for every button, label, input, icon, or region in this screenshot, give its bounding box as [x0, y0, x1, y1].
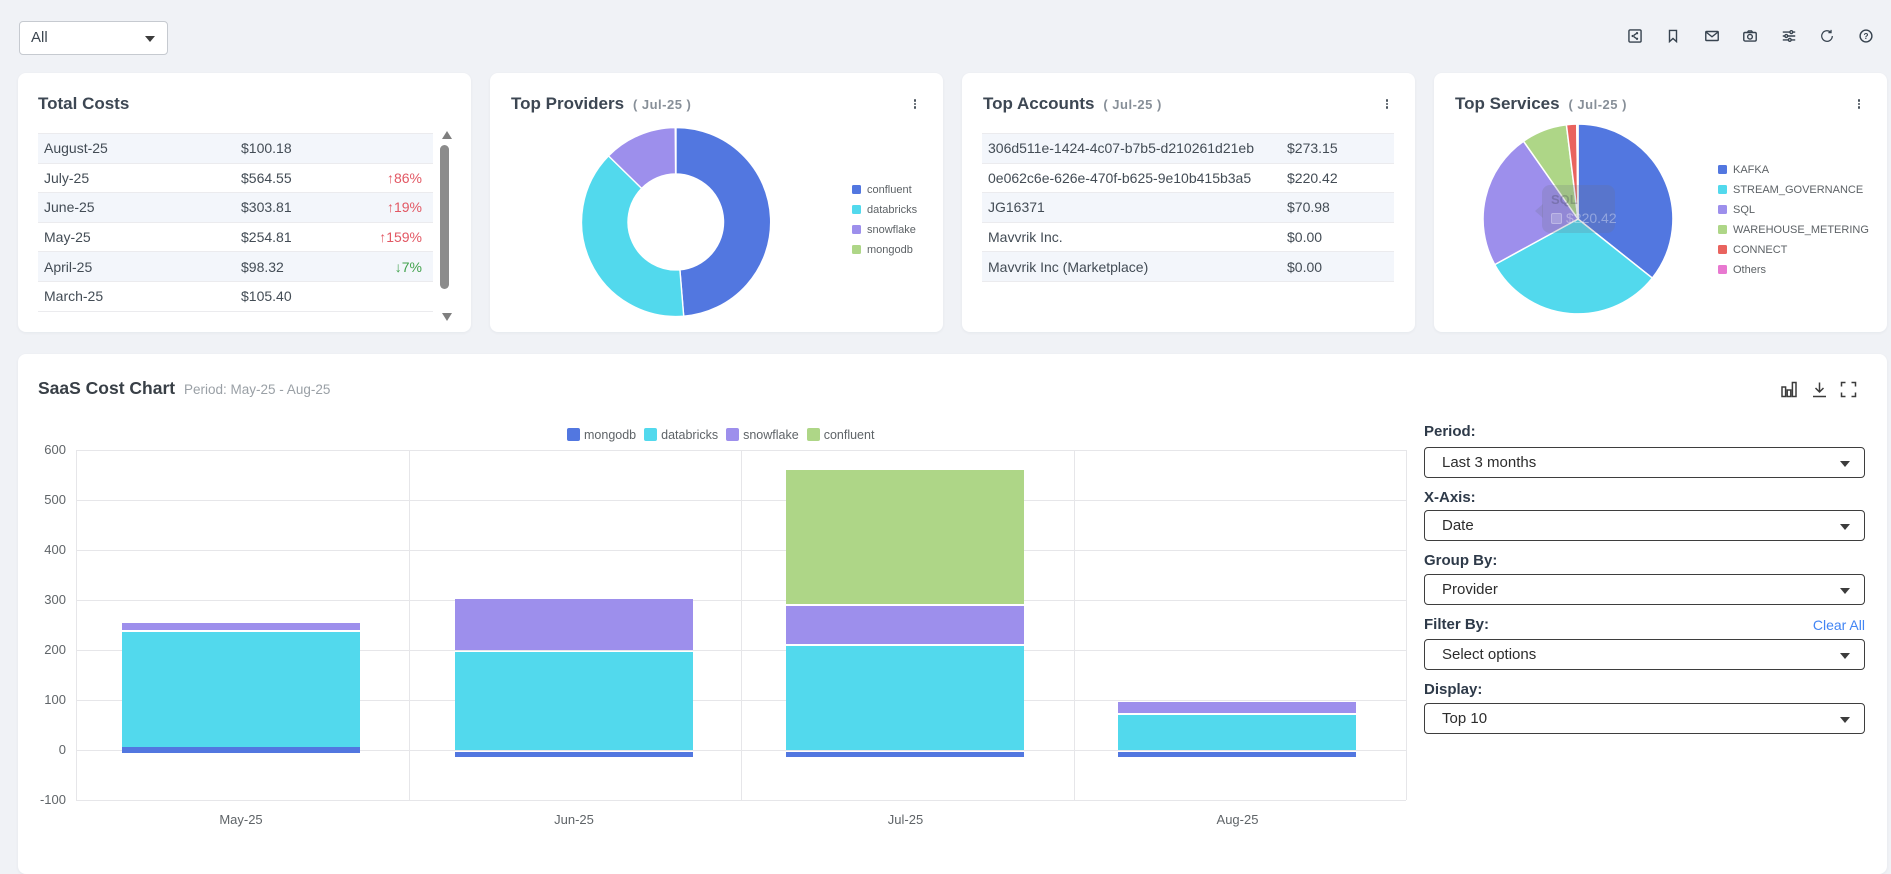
svg-text:?: ?: [1863, 32, 1868, 41]
